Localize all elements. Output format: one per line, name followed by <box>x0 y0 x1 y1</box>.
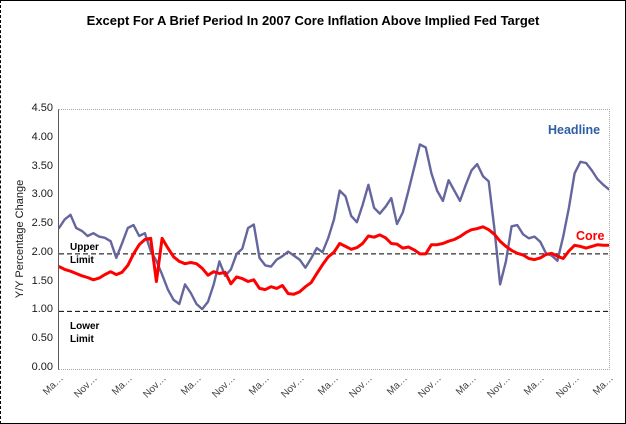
x-tick-label: Nov… <box>347 373 376 401</box>
x-tick-label: Ma… <box>109 373 135 398</box>
line-chart-svg <box>59 143 609 312</box>
x-tick-label: Ma… <box>41 373 66 398</box>
y-tick-label: 1.00 <box>31 303 53 316</box>
upper-limit-annotation: Upper Limit <box>70 241 99 267</box>
x-tick-label: Ma… <box>453 373 479 398</box>
core-series-label: Core <box>576 229 605 243</box>
x-tick-label: Ma… <box>384 373 410 398</box>
x-tick-label: Ma… <box>247 373 273 398</box>
x-tick-label: Nov… <box>141 373 169 401</box>
x-tick-label: Ma… <box>178 373 204 398</box>
y-tick-label: 2.00 <box>31 245 53 258</box>
upper-limit-line2: Limit <box>70 255 94 266</box>
y-tick-label: 1.50 <box>31 274 53 287</box>
headline-series-line <box>59 143 609 311</box>
plot-area: Upper Limit Lower Limit Headline Core <box>58 109 610 370</box>
y-tick-label: 2.50 <box>31 217 53 230</box>
y-tick-label: 4.50 <box>31 102 53 114</box>
lower-limit-line1: Lower <box>70 321 100 332</box>
y-tick-label: 3.50 <box>31 159 53 172</box>
x-tick-label: Nov… <box>72 373 101 401</box>
lower-limit-annotation: Lower Limit <box>70 320 99 346</box>
y-tick-label: 0.50 <box>31 332 53 345</box>
x-tick-label: Ma… <box>591 373 616 398</box>
x-tick-label: Nov… <box>553 373 582 401</box>
y-tick-label: 3.00 <box>31 188 53 201</box>
x-tick-label: Nov… <box>210 373 238 401</box>
x-tick-label: Nov… <box>485 373 513 401</box>
core-series-line <box>59 225 609 296</box>
x-tick-label: Ma… <box>522 373 548 398</box>
lower-limit-line2: Limit <box>70 334 94 345</box>
x-tick-label: Nov… <box>416 373 444 401</box>
x-tick-label: Nov… <box>278 373 307 401</box>
y-tick-label: 0.00 <box>31 361 53 373</box>
x-tick-label: Ma… <box>316 373 341 398</box>
headline-series-label: Headline <box>548 123 601 137</box>
chart-title: Except For A Brief Period In 2007 Core I… <box>86 13 540 28</box>
y-tick-label: 4.00 <box>31 130 53 143</box>
upper-limit-line1: Upper <box>70 242 99 253</box>
